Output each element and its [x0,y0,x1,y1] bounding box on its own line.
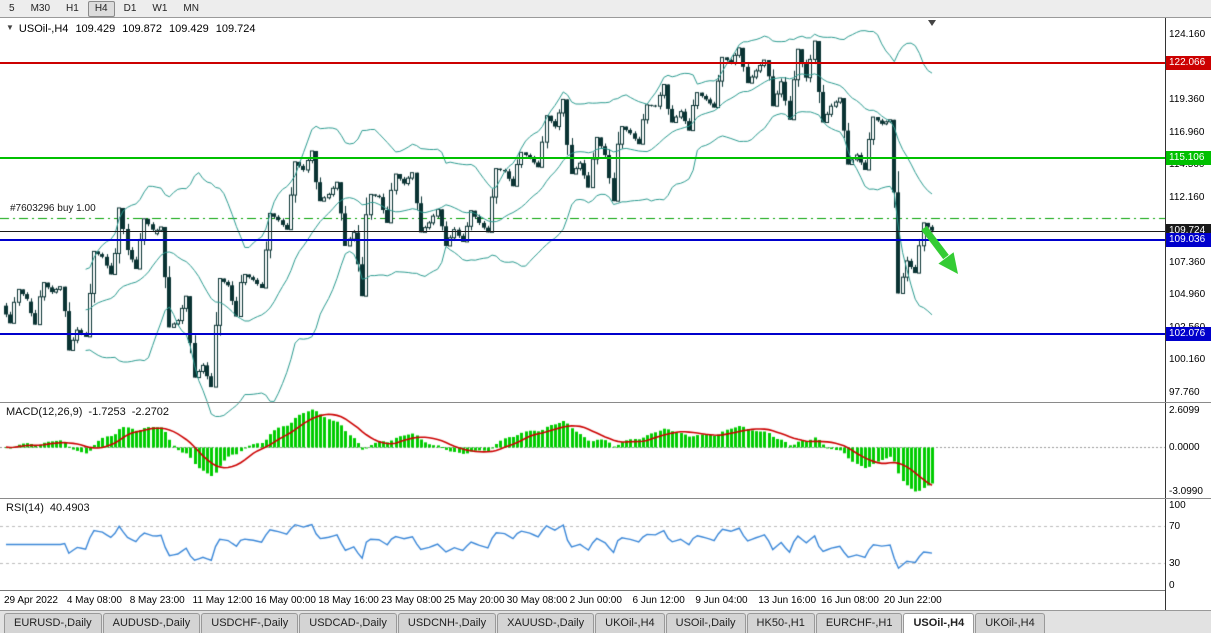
order-label: #7603296 buy 1.00 [10,203,96,215]
chart-tab-bar: EURUSD-,Daily AUDUSD-,Daily USDCHF-,Daily U… [0,610,1211,633]
timeframe-toolbar: 5 M30 H1 H4 D1 W1 MN [0,0,1211,18]
tab-usdchf-daily[interactable]: USDCHF-,Daily [201,613,299,633]
rsi-indicator-label: RSI(14) 40.4903 [6,502,90,514]
price-scale-label: 107.360 [1169,256,1206,268]
timeframe-button-h1[interactable]: H1 [66,2,79,14]
tab-ukoil-h4[interactable]: UKOil-,H4 [975,613,1045,633]
timeframe-button-mn[interactable]: MN [183,2,199,14]
macd-indicator-label: MACD(12,26,9) -1.7253 -2.2702 [6,406,169,418]
price-scale-label: 100.160 [1169,354,1206,366]
price-scale-label: 97.760 [1169,387,1200,399]
time-axis-label: 8 May 23:00 [129,595,185,606]
timeframe-button-5[interactable]: 5 [9,2,15,14]
time-axis-label: 18 May 16:00 [318,595,379,606]
price-scale-label: 104.960 [1169,289,1206,301]
rsi-scale-label: 0 [1169,580,1175,591]
ohlc-open: 109.429 [75,23,116,35]
time-axis-label: 11 May 12:00 [192,595,253,606]
macd-panel-splitter[interactable] [0,402,1211,403]
timeframe-button-w1[interactable]: W1 [152,2,168,14]
time-axis-label: 13 Jun 16:00 [758,595,817,606]
rsi-scale-label: 30 [1169,557,1181,569]
chart-shift-marker[interactable] [928,20,936,26]
time-axis-label: 16 Jun 08:00 [821,595,879,606]
time-axis-label: 23 May 08:00 [381,595,442,606]
price-chart-canvas[interactable] [0,18,1165,610]
rsi-name: RSI(14) [6,502,44,514]
level-line-support-blue-2[interactable] [0,333,1165,336]
price-badge-resistance-red: 122.066 [1166,56,1211,71]
time-axis-label: 6 Jun 12:00 [632,595,685,606]
price-scale[interactable]: 124.160121.760119.360116.960114.560112.1… [1166,18,1211,610]
rsi-value: 40.4903 [49,502,90,514]
tab-usdcad-daily[interactable]: USDCAD-,Daily [299,613,397,633]
macd-scale-label: 0.0000 [1169,442,1200,454]
macd-signal-value: -2.2702 [131,406,170,418]
trend-arrow[interactable] [916,222,966,284]
macd-main-value: -1.7253 [88,406,126,418]
price-scale-label: 116.960 [1169,126,1205,138]
time-axis-label: 30 May 08:00 [506,595,568,606]
rsi-panel-splitter[interactable] [0,498,1211,499]
level-line-support-blue-1[interactable] [0,239,1165,242]
chart-info: ▼ USOil-,H4 109.429 109.872 109.429 109.… [6,23,256,35]
ohlc-close: 109.724 [215,23,256,35]
price-badge-support-green: 115.106 [1166,150,1211,165]
macd-name: MACD(12,26,9) [6,406,83,418]
tab-usoil-h4[interactable]: USOil-,H4 [903,613,975,633]
macd-scale-label: -3.0990 [1169,485,1203,497]
time-axis-label: 29 Apr 2022 [4,595,58,606]
time-axis-label: 9 Jun 04:00 [695,595,748,606]
price-scale-label: 112.160 [1169,191,1205,203]
tab-ukoil-h4[interactable]: UKOil-,H4 [595,613,665,633]
macd-scale-label: 2.6099 [1169,405,1200,417]
time-axis[interactable]: 29 Apr 2022 4 May 08:00 8 May 23:00 11 May … [0,590,1165,610]
ohlc-low: 109.429 [168,23,209,35]
price-scale-label: 119.360 [1169,93,1205,105]
price-badge-support-blue-2: 102.076 [1166,327,1211,342]
level-line-support-green[interactable] [0,156,1165,159]
price-badge-support-blue-1: 109.036 [1166,233,1211,248]
rsi-scale-label: 70 [1169,521,1181,533]
level-line-current-price[interactable] [0,230,1165,232]
timeframe-button-h4[interactable]: H4 [87,0,115,17]
tab-usdcnh-daily[interactable]: USDCNH-,Daily [397,613,497,633]
level-line-resistance-red[interactable] [0,62,1165,65]
time-axis-label: 16 May 00:00 [255,595,316,606]
ohlc-high: 109.872 [122,23,162,35]
timeframe-button-m30[interactable]: M30 [30,2,51,14]
time-axis-label: 4 May 08:00 [66,595,122,606]
tab-hk50-h1[interactable]: HK50-,H1 [746,613,815,633]
chart-symbol-period: USOil-,H4 [18,23,69,35]
collapse-arrow-icon[interactable]: ▼ [6,23,14,32]
timeframe-button-d1[interactable]: D1 [123,2,137,14]
time-axis-label: 2 Jun 00:00 [569,595,622,606]
time-axis-label: 20 Jun 22:00 [883,595,942,606]
price-scale-label: 102.560 [1169,322,1205,333]
rsi-scale-label: 100 [1169,500,1186,511]
tab-audusd-daily[interactable]: AUDUSD-,Daily [102,613,201,633]
tab-usoil-daily[interactable]: USOil-,Daily [665,613,746,633]
price-scale-label: 124.160 [1169,28,1206,40]
scale-divider [1165,18,1166,610]
tab-xauusd-daily[interactable]: XAUUSD-,Daily [497,613,595,633]
tab-eurusd-daily[interactable]: EURUSD-,Daily [4,613,102,633]
time-axis-label: 25 May 20:00 [443,595,505,606]
tab-eurchf-h1[interactable]: EURCHF-,H1 [815,613,903,633]
